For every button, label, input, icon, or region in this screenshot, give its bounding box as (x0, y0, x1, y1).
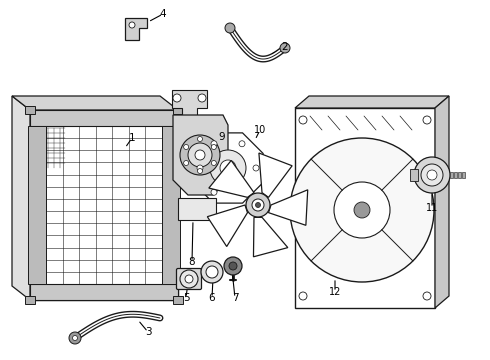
Circle shape (180, 135, 220, 175)
Circle shape (280, 43, 290, 53)
FancyBboxPatch shape (176, 269, 201, 289)
FancyBboxPatch shape (462, 172, 465, 178)
Circle shape (211, 144, 217, 149)
Polygon shape (125, 18, 147, 40)
Polygon shape (435, 96, 449, 308)
FancyBboxPatch shape (173, 296, 183, 304)
Circle shape (299, 292, 307, 300)
Polygon shape (12, 96, 30, 300)
Circle shape (423, 116, 431, 124)
Circle shape (246, 193, 270, 217)
FancyBboxPatch shape (25, 106, 35, 114)
Circle shape (334, 182, 390, 238)
Circle shape (253, 165, 259, 171)
Circle shape (225, 23, 235, 33)
FancyBboxPatch shape (25, 296, 35, 304)
Circle shape (224, 257, 242, 275)
Circle shape (229, 262, 237, 270)
Circle shape (201, 261, 223, 283)
Circle shape (220, 160, 236, 176)
Text: 10: 10 (254, 125, 266, 135)
Polygon shape (295, 108, 435, 308)
Text: 11: 11 (426, 203, 438, 213)
FancyBboxPatch shape (450, 172, 453, 178)
Circle shape (129, 22, 135, 28)
Circle shape (427, 170, 437, 180)
Circle shape (206, 266, 218, 278)
Circle shape (197, 136, 202, 141)
Circle shape (290, 138, 434, 282)
Circle shape (184, 161, 189, 166)
FancyBboxPatch shape (173, 106, 183, 114)
Polygon shape (259, 153, 292, 197)
Text: 4: 4 (160, 9, 166, 19)
Text: 1: 1 (129, 133, 135, 143)
Circle shape (73, 336, 77, 341)
Circle shape (211, 189, 217, 195)
Text: 3: 3 (145, 327, 151, 337)
Polygon shape (295, 96, 449, 108)
Circle shape (423, 292, 431, 300)
Text: 8: 8 (189, 257, 196, 267)
Text: 2: 2 (282, 42, 288, 52)
Polygon shape (12, 96, 178, 110)
FancyBboxPatch shape (178, 198, 216, 220)
Circle shape (421, 164, 443, 186)
Circle shape (184, 144, 189, 149)
Circle shape (198, 94, 206, 102)
Polygon shape (162, 126, 180, 284)
Circle shape (197, 165, 203, 171)
Circle shape (197, 168, 202, 174)
Circle shape (239, 189, 245, 195)
Circle shape (211, 141, 217, 147)
Circle shape (252, 199, 264, 211)
Circle shape (211, 161, 217, 166)
Polygon shape (269, 190, 308, 225)
Polygon shape (253, 217, 288, 257)
Polygon shape (172, 90, 207, 120)
Text: 12: 12 (329, 287, 341, 297)
Circle shape (354, 202, 370, 218)
Circle shape (210, 150, 246, 186)
Circle shape (185, 275, 193, 283)
Circle shape (255, 202, 261, 207)
Circle shape (188, 143, 212, 167)
Text: 6: 6 (209, 293, 215, 303)
Polygon shape (30, 110, 178, 126)
FancyBboxPatch shape (458, 172, 461, 178)
Polygon shape (209, 161, 254, 197)
Circle shape (299, 116, 307, 124)
Circle shape (180, 270, 198, 288)
FancyBboxPatch shape (410, 169, 418, 181)
Text: 5: 5 (183, 293, 189, 303)
Polygon shape (28, 126, 46, 284)
Polygon shape (193, 133, 263, 203)
Circle shape (239, 141, 245, 147)
Circle shape (414, 157, 450, 193)
Polygon shape (207, 205, 247, 247)
Circle shape (195, 150, 205, 160)
FancyBboxPatch shape (454, 172, 457, 178)
Circle shape (173, 94, 181, 102)
Text: 7: 7 (232, 293, 238, 303)
Polygon shape (30, 284, 178, 300)
Circle shape (69, 332, 81, 344)
Text: 9: 9 (219, 132, 225, 142)
Polygon shape (30, 110, 178, 300)
Polygon shape (173, 115, 228, 195)
